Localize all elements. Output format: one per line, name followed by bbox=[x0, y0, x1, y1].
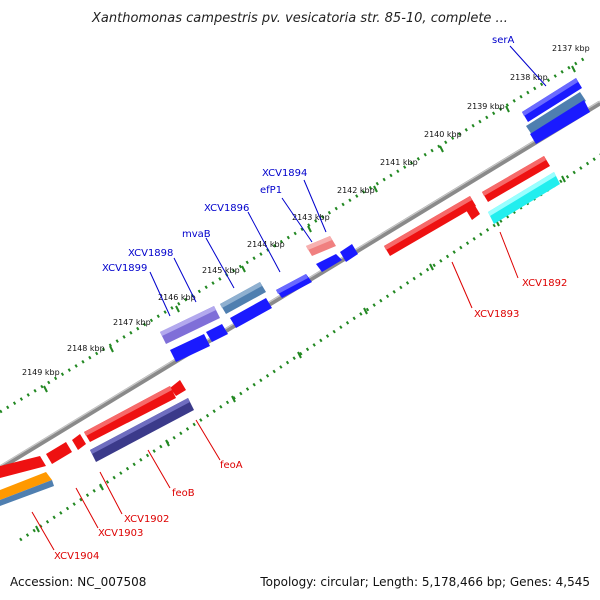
gene-feoA[interactable] bbox=[170, 380, 186, 396]
gene-XCV1899[interactable] bbox=[170, 334, 210, 362]
gene-feoB-shade bbox=[84, 386, 172, 436]
accession-label: Accession: NC_007508 bbox=[10, 575, 146, 589]
tick-label: 2139 kbp bbox=[467, 102, 505, 111]
gene-serA-cds[interactable] bbox=[526, 92, 586, 135]
gene-XCV1892-cds[interactable] bbox=[488, 172, 560, 224]
outer-tick-track bbox=[0, 56, 586, 414]
gene-mvaB-b[interactable] bbox=[230, 298, 272, 328]
gene-serA-lower[interactable] bbox=[530, 100, 590, 144]
gene-feoB-cds[interactable] bbox=[90, 398, 194, 462]
gene-label-XCV1902[interactable]: XCV1902 bbox=[124, 514, 169, 525]
tick-label: 2148 kbp bbox=[67, 344, 105, 353]
topology-label: Topology: circular; Length: 5,178,466 bp… bbox=[259, 575, 590, 589]
gene-serA-shade bbox=[522, 78, 578, 116]
outer-track-major-ticks bbox=[43, 65, 576, 393]
gene-XCV1899-b[interactable] bbox=[206, 324, 228, 342]
gene-XCV1898[interactable] bbox=[160, 306, 220, 344]
gene-label-XCV1896[interactable]: XCV1896 bbox=[204, 203, 249, 214]
tick-label: 2143 kbp bbox=[292, 213, 330, 222]
gene-XCV1903[interactable] bbox=[46, 442, 72, 464]
gene-XCV1902[interactable] bbox=[72, 434, 86, 450]
gene-label-XCV1894[interactable]: XCV1894 bbox=[262, 168, 307, 179]
gene-efP1[interactable] bbox=[316, 254, 342, 272]
tick-label: 2141 kbp bbox=[380, 158, 418, 167]
gene-XCV1896-shade bbox=[276, 274, 308, 294]
tick-label: 2140 kbp bbox=[424, 130, 462, 139]
tick-label: 2137 kbp bbox=[552, 44, 590, 53]
gene-XCV1904[interactable] bbox=[0, 456, 46, 478]
forward-label-leaders bbox=[149, 45, 547, 317]
gene-label-XCV1899[interactable]: XCV1899 bbox=[102, 263, 147, 274]
gene-label-XCV1892[interactable]: XCV1892 bbox=[522, 278, 567, 289]
gene-XCV1892-cds-shade bbox=[488, 172, 556, 216]
gene-label-XCV1904[interactable]: XCV1904 bbox=[54, 551, 99, 562]
gene-label-XCV1898[interactable]: XCV1898 bbox=[128, 248, 173, 259]
gene-XCV1904-cds2[interactable] bbox=[0, 480, 54, 506]
gene-XCV1893-b[interactable] bbox=[466, 204, 480, 220]
gene-label-XCV1903[interactable]: XCV1903 bbox=[98, 528, 143, 539]
tick-label: 2149 kbp bbox=[22, 368, 60, 377]
tick-label: 2145 kbp bbox=[202, 266, 240, 275]
tick-label: 2138 kbp bbox=[510, 73, 548, 82]
gene-label-mvaB[interactable]: mvaB bbox=[182, 229, 211, 240]
gene-XCV1904-cds[interactable] bbox=[0, 472, 52, 500]
gene-XCV1893-shade bbox=[384, 196, 472, 250]
inner-track-major-ticks bbox=[35, 175, 566, 533]
gene-mvaB-shade bbox=[220, 282, 262, 308]
reverse-label-leaders bbox=[31, 231, 519, 551]
gene-XCV1898-shade bbox=[160, 306, 216, 336]
map-title: Xanthomonas campestris pv. vesicatoria s… bbox=[91, 11, 508, 26]
gene-label-serA[interactable]: serA bbox=[492, 35, 514, 46]
gene-label-feoA[interactable]: feoA bbox=[220, 460, 243, 471]
tick-label: 2146 kbp bbox=[158, 293, 196, 302]
gene-efP1-b[interactable] bbox=[340, 244, 358, 262]
tick-label: 2142 kbp bbox=[337, 186, 375, 195]
gene-serA[interactable] bbox=[522, 78, 582, 122]
gene-XCV1894-shade bbox=[306, 236, 332, 250]
tick-label: 2147 kbp bbox=[113, 318, 151, 327]
gene-label-XCV1893[interactable]: XCV1893 bbox=[474, 309, 519, 320]
gene-XCV1892-shade bbox=[482, 156, 546, 196]
inner-tick-track bbox=[19, 153, 600, 542]
gene-label-efP1[interactable]: efP1 bbox=[260, 185, 282, 196]
gene-label-feoB[interactable]: feoB bbox=[172, 488, 195, 499]
gene-feoB-cds-shade bbox=[90, 398, 190, 454]
